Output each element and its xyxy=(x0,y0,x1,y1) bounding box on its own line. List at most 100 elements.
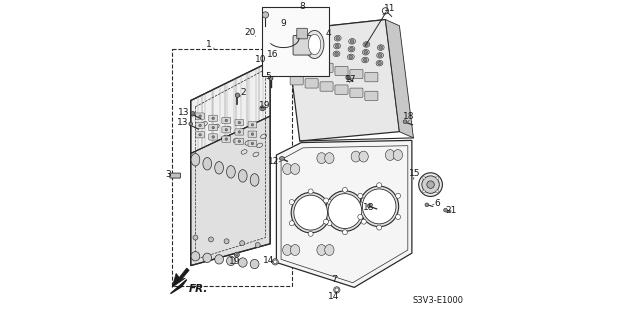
Circle shape xyxy=(307,38,310,42)
Circle shape xyxy=(327,200,332,204)
Ellipse shape xyxy=(334,35,341,41)
Ellipse shape xyxy=(385,150,395,161)
Circle shape xyxy=(425,203,429,207)
Ellipse shape xyxy=(326,191,364,231)
Ellipse shape xyxy=(363,42,370,47)
Ellipse shape xyxy=(191,252,200,261)
Circle shape xyxy=(403,120,407,124)
Circle shape xyxy=(269,76,273,80)
FancyBboxPatch shape xyxy=(290,57,303,66)
Circle shape xyxy=(349,47,353,51)
Circle shape xyxy=(396,214,401,219)
Circle shape xyxy=(350,39,354,43)
Ellipse shape xyxy=(191,153,200,166)
Text: 19: 19 xyxy=(259,101,271,110)
Circle shape xyxy=(362,198,366,203)
Circle shape xyxy=(238,140,241,142)
Circle shape xyxy=(333,287,340,293)
FancyBboxPatch shape xyxy=(350,88,363,97)
Circle shape xyxy=(306,46,310,49)
Text: 19: 19 xyxy=(228,257,240,266)
FancyBboxPatch shape xyxy=(365,73,378,82)
Circle shape xyxy=(427,181,435,188)
Ellipse shape xyxy=(215,255,223,264)
FancyBboxPatch shape xyxy=(222,136,230,142)
Text: 12: 12 xyxy=(268,157,279,166)
Circle shape xyxy=(225,119,227,122)
Ellipse shape xyxy=(328,194,362,228)
Text: 10: 10 xyxy=(255,55,267,64)
Circle shape xyxy=(335,44,339,48)
Circle shape xyxy=(364,50,367,54)
Polygon shape xyxy=(276,141,412,287)
FancyBboxPatch shape xyxy=(248,131,257,137)
Text: 15: 15 xyxy=(409,169,420,177)
Text: 14: 14 xyxy=(263,256,275,265)
FancyBboxPatch shape xyxy=(320,82,333,91)
Circle shape xyxy=(212,136,214,138)
Circle shape xyxy=(236,254,238,256)
Text: FR.: FR. xyxy=(189,284,208,294)
Circle shape xyxy=(289,200,294,204)
Text: 3: 3 xyxy=(166,170,171,179)
Ellipse shape xyxy=(291,26,298,32)
FancyBboxPatch shape xyxy=(248,122,257,128)
Circle shape xyxy=(342,187,348,192)
Circle shape xyxy=(212,126,214,129)
Circle shape xyxy=(321,41,324,45)
Circle shape xyxy=(335,52,339,56)
Polygon shape xyxy=(285,19,399,141)
Circle shape xyxy=(419,173,442,197)
Circle shape xyxy=(320,31,325,36)
Circle shape xyxy=(236,93,239,97)
Circle shape xyxy=(238,121,241,124)
Circle shape xyxy=(199,115,202,117)
Ellipse shape xyxy=(362,189,396,224)
Circle shape xyxy=(349,55,353,59)
Text: 13: 13 xyxy=(178,108,189,117)
Text: 13: 13 xyxy=(177,118,188,127)
Ellipse shape xyxy=(239,170,247,182)
Ellipse shape xyxy=(333,43,340,49)
Circle shape xyxy=(189,122,193,126)
FancyBboxPatch shape xyxy=(297,28,307,39)
Ellipse shape xyxy=(348,46,355,52)
Circle shape xyxy=(199,134,202,136)
FancyBboxPatch shape xyxy=(209,115,218,121)
Text: 14: 14 xyxy=(328,292,339,301)
FancyBboxPatch shape xyxy=(305,79,318,88)
Ellipse shape xyxy=(378,45,384,50)
Bar xyxy=(262,7,330,76)
Polygon shape xyxy=(285,19,392,63)
Circle shape xyxy=(321,33,325,37)
Text: 18: 18 xyxy=(403,112,415,121)
Ellipse shape xyxy=(359,151,368,162)
Circle shape xyxy=(234,252,239,257)
Ellipse shape xyxy=(324,244,334,255)
Circle shape xyxy=(225,129,227,131)
Ellipse shape xyxy=(227,166,236,178)
Circle shape xyxy=(307,30,311,34)
Circle shape xyxy=(444,208,447,212)
FancyBboxPatch shape xyxy=(235,129,244,135)
Ellipse shape xyxy=(319,40,326,46)
Text: 21: 21 xyxy=(445,206,457,215)
Circle shape xyxy=(292,35,296,38)
Ellipse shape xyxy=(317,153,326,164)
Text: 2: 2 xyxy=(240,88,246,97)
Ellipse shape xyxy=(376,60,383,66)
Ellipse shape xyxy=(239,258,247,267)
Ellipse shape xyxy=(348,54,355,60)
Circle shape xyxy=(327,221,332,226)
Ellipse shape xyxy=(351,151,360,162)
Circle shape xyxy=(239,241,244,246)
Text: 8: 8 xyxy=(300,2,305,11)
Polygon shape xyxy=(172,268,189,287)
Circle shape xyxy=(262,12,269,18)
Circle shape xyxy=(255,243,260,248)
Text: 20: 20 xyxy=(244,28,255,37)
Ellipse shape xyxy=(294,195,328,230)
FancyBboxPatch shape xyxy=(235,138,244,144)
FancyBboxPatch shape xyxy=(196,113,204,119)
Circle shape xyxy=(422,176,439,193)
